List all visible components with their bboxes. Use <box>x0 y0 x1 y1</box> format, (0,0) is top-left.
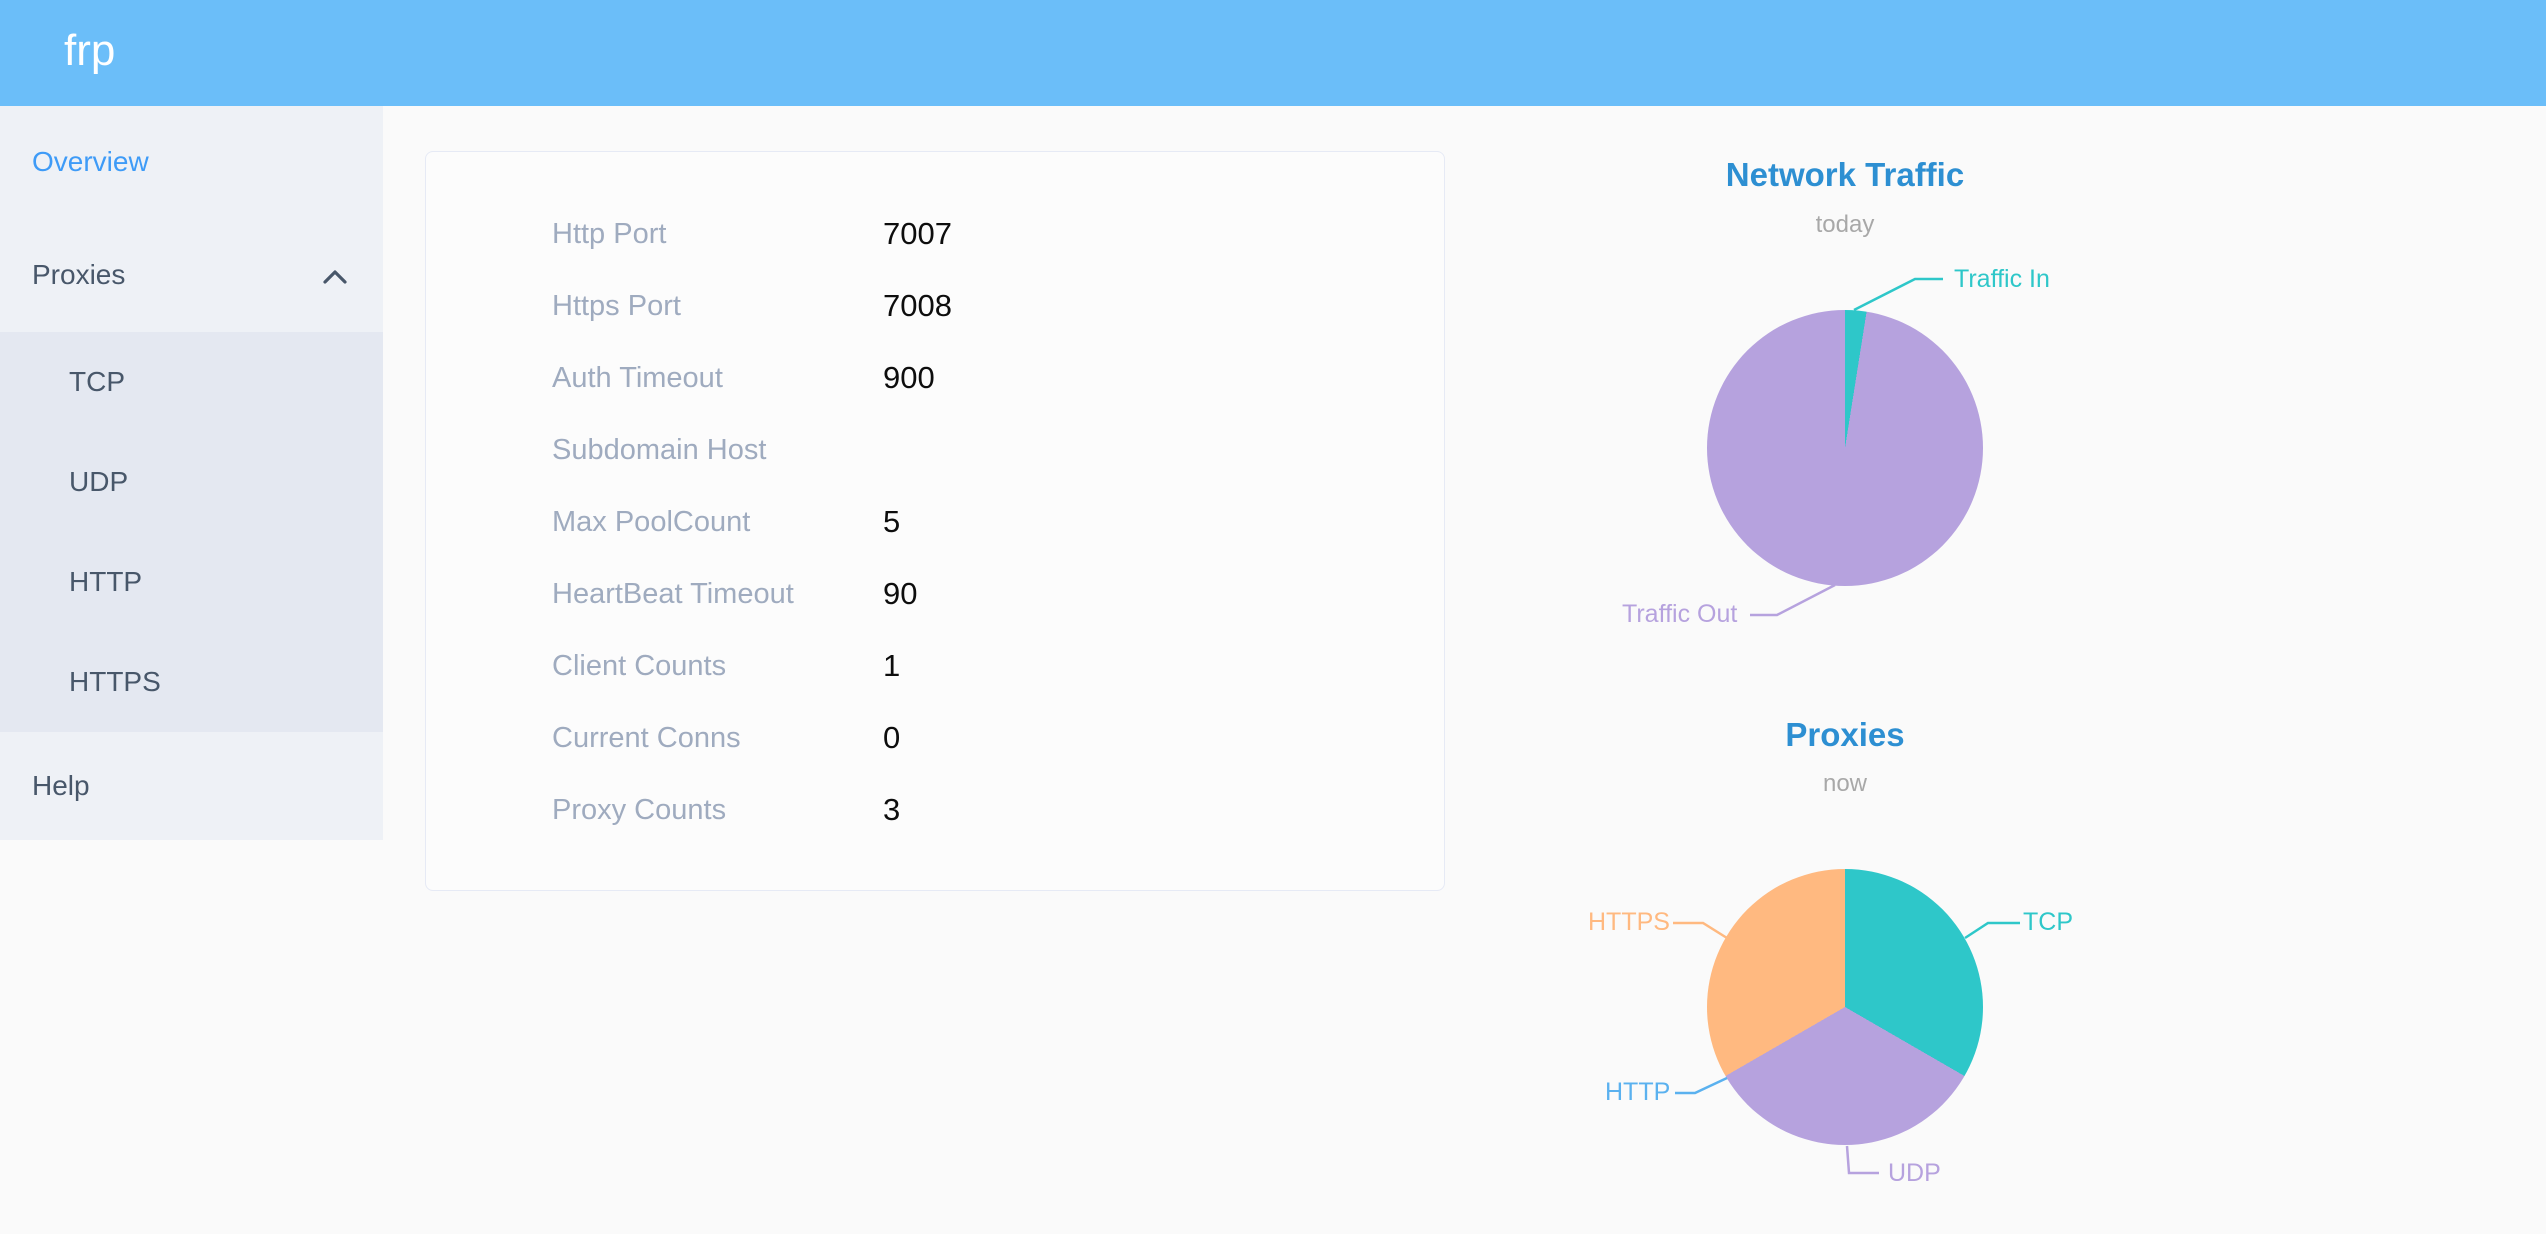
table-row: Subdomain Host <box>426 414 1444 486</box>
app-header: frp <box>0 0 2546 106</box>
table-row: Auth Timeout 900 <box>426 342 1444 414</box>
row-label: Subdomain Host <box>552 434 767 466</box>
table-row: Https Port 7008 <box>426 270 1444 342</box>
proxies-submenu: TCP UDP HTTP HTTPS <box>0 332 383 732</box>
row-label: Auth Timeout <box>552 362 723 394</box>
chevron-up-icon <box>323 270 347 284</box>
row-value: 1 <box>883 648 901 683</box>
row-label: Proxy Counts <box>552 794 727 826</box>
server-info-rows: Http Port 7007 Https Port 7008 Auth Time… <box>426 198 1444 846</box>
row-value: 900 <box>883 360 935 395</box>
app-logo: frp <box>64 26 116 75</box>
sidebar: Overview Proxies TCP UDP HTTP HTTPS Help <box>0 106 383 840</box>
table-row: Current Conns 0 <box>426 702 1444 774</box>
sidebar-item-proxies[interactable]: Proxies <box>0 218 383 332</box>
table-row: Http Port 7007 <box>426 198 1444 270</box>
row-value: 7008 <box>883 288 952 323</box>
server-info-card: Http Port 7007 Https Port 7008 Auth Time… <box>425 151 1445 891</box>
row-label: Max PoolCount <box>552 506 751 538</box>
http-slice-label: HTTP <box>1605 1078 1671 1106</box>
proxies-chart-subtitle: now <box>1822 770 1868 797</box>
row-label: Https Port <box>552 290 681 322</box>
row-label: Http Port <box>552 218 667 250</box>
network-traffic-chart-title: Network Traffic <box>1725 156 1965 193</box>
table-row: Max PoolCount 5 <box>426 486 1444 558</box>
sidebar-item-http[interactable]: HTTP <box>69 566 143 597</box>
table-row: Proxy Counts 3 <box>426 774 1444 846</box>
row-value: 90 <box>883 576 918 611</box>
sidebar-item-help[interactable]: Help <box>32 770 90 801</box>
network-traffic-chart-subtitle: today <box>1815 211 1875 238</box>
row-value: 3 <box>883 792 901 827</box>
sidebar-item-udp[interactable]: UDP <box>69 466 129 497</box>
proxies-pie-chart[interactable] <box>1707 869 1983 1145</box>
traffic-in-label: Traffic In <box>1954 265 2050 293</box>
row-value: 0 <box>883 720 901 755</box>
udp-slice-label: UDP <box>1888 1159 1941 1187</box>
proxies-chart-title: Proxies <box>1785 716 1905 753</box>
network-traffic-pie-chart[interactable] <box>1707 310 1983 586</box>
table-row: HeartBeat Timeout 90 <box>426 558 1444 630</box>
row-value: 7007 <box>883 216 952 251</box>
tcp-slice-label: TCP <box>2023 908 2073 936</box>
https-slice-label: HTTPS <box>1588 908 1670 936</box>
row-value: 5 <box>883 504 901 539</box>
traffic-out-label: Traffic Out <box>1622 600 1738 628</box>
sidebar-item-proxies-label: Proxies <box>32 259 126 290</box>
table-row: Client Counts 1 <box>426 630 1444 702</box>
sidebar-item-https[interactable]: HTTPS <box>69 666 161 697</box>
sidebar-item-overview[interactable]: Overview <box>32 146 149 177</box>
sidebar-item-tcp[interactable]: TCP <box>69 366 125 397</box>
row-label: HeartBeat Timeout <box>552 578 794 610</box>
row-label: Client Counts <box>552 650 727 682</box>
row-label: Current Conns <box>552 722 741 754</box>
